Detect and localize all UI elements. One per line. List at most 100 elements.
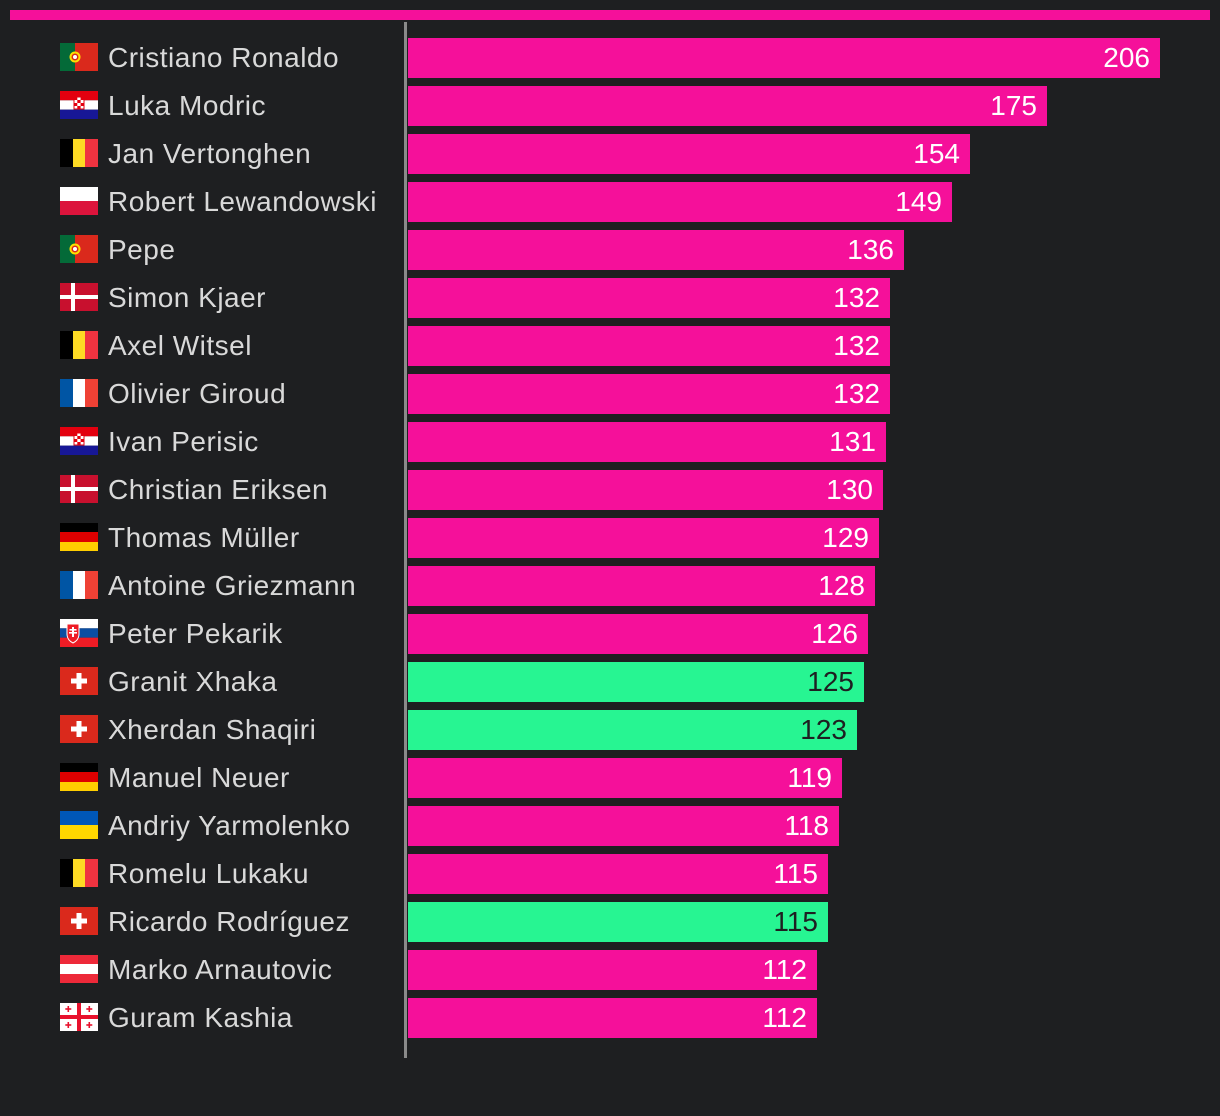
bar	[408, 134, 970, 174]
value-label: 115	[773, 906, 818, 937]
austria-flag-icon	[60, 955, 98, 983]
bar	[408, 662, 864, 702]
bar	[408, 422, 886, 462]
germany-flag-icon	[60, 763, 98, 791]
value-label: 112	[762, 1002, 807, 1033]
denmark-flag-icon	[60, 283, 98, 311]
category-label: Luka Modric	[108, 90, 267, 121]
value-label: 131	[829, 426, 876, 457]
croatia-flag-icon	[60, 427, 98, 455]
bar-row: Marko Arnautovic 112	[0, 950, 1220, 990]
bar	[408, 518, 879, 558]
category-label: Manuel Neuer	[108, 762, 290, 793]
bar-row: Guram Kashia 112	[0, 998, 1220, 1038]
value-label: 130	[826, 474, 873, 505]
france-flag-icon	[60, 571, 98, 599]
bar-row: Luka Modric 175	[0, 86, 1220, 126]
value-label: 132	[833, 378, 880, 409]
value-label: 132	[833, 330, 880, 361]
denmark-flag-icon	[60, 475, 98, 503]
category-label: Andriy Yarmolenko	[108, 810, 351, 841]
category-label: Jan Vertonghen	[108, 138, 312, 169]
bar-row: Thomas Müller 129	[0, 518, 1220, 558]
category-label: Antoine Griezmann	[108, 570, 357, 601]
value-label: 123	[800, 714, 847, 745]
bar	[408, 998, 817, 1038]
category-label: Thomas Müller	[108, 522, 300, 553]
bar-row: Simon Kjaer 132	[0, 278, 1220, 318]
belgium-flag-icon	[60, 331, 98, 359]
category-label: Romelu Lukaku	[108, 858, 310, 889]
switzerland-flag-icon	[60, 715, 98, 743]
bar-row: Xherdan Shaqiri 123	[0, 710, 1220, 750]
bar	[408, 710, 857, 750]
value-label: 126	[811, 618, 858, 649]
bar	[408, 614, 868, 654]
portugal-flag-icon	[60, 235, 98, 263]
bar-row: Christian Eriksen 130	[0, 470, 1220, 510]
belgium-flag-icon	[60, 139, 98, 167]
value-label: 136	[847, 234, 894, 265]
category-label: Marko Arnautovic	[108, 954, 333, 985]
bar-row: Manuel Neuer 119	[0, 758, 1220, 798]
germany-flag-icon	[60, 523, 98, 551]
georgia-flag-icon	[60, 1003, 98, 1031]
bar-row: Cristiano Ronaldo 206	[0, 38, 1220, 78]
bar	[408, 230, 904, 270]
category-label: Axel Witsel	[108, 330, 252, 361]
bar	[408, 182, 952, 222]
value-label: 119	[787, 762, 832, 793]
bar-row: Pepe 136	[0, 230, 1220, 270]
category-label: Olivier Giroud	[108, 378, 287, 409]
value-label: 128	[818, 570, 865, 601]
slovakia-flag-icon	[60, 619, 98, 647]
bar-row: Romelu Lukaku 115	[0, 854, 1220, 894]
category-label: Guram Kashia	[108, 1002, 293, 1033]
category-label: Peter Pekarik	[108, 618, 283, 649]
bar-row: Olivier Giroud 132	[0, 374, 1220, 414]
value-label: 118	[784, 810, 829, 841]
category-label: Robert Lewandowski	[108, 186, 377, 217]
category-label: Ivan Perisic	[108, 426, 259, 457]
bar-row: Ivan Perisic 131	[0, 422, 1220, 462]
bar-row: Granit Xhaka 125	[0, 662, 1220, 702]
bar	[408, 374, 890, 414]
category-label: Ricardo Rodríguez	[108, 906, 350, 937]
portugal-flag-icon	[60, 43, 98, 71]
category-label: Xherdan Shaqiri	[108, 714, 317, 745]
bar-row: Jan Vertonghen 154	[0, 134, 1220, 174]
category-label: Pepe	[108, 234, 176, 265]
bar-row: Axel Witsel 132	[0, 326, 1220, 366]
bar	[408, 470, 883, 510]
bar	[408, 758, 842, 798]
top-accent-bar	[10, 10, 1210, 20]
belgium-flag-icon	[60, 859, 98, 887]
france-flag-icon	[60, 379, 98, 407]
croatia-flag-icon	[60, 91, 98, 119]
value-label: 112	[762, 954, 807, 985]
switzerland-flag-icon	[60, 907, 98, 935]
bar-row: Peter Pekarik 126	[0, 614, 1220, 654]
bar-row: Robert Lewandowski 149	[0, 182, 1220, 222]
bar	[408, 86, 1047, 126]
poland-flag-icon	[60, 187, 98, 215]
bar	[408, 806, 839, 846]
bar	[408, 902, 828, 942]
switzerland-flag-icon	[60, 667, 98, 695]
category-label: Christian Eriksen	[108, 474, 329, 505]
bar-row: Andriy Yarmolenko 118	[0, 806, 1220, 846]
value-label: 149	[895, 186, 942, 217]
bar-row: Antoine Griezmann 128	[0, 566, 1220, 606]
value-label: 125	[807, 666, 854, 697]
value-label: 206	[1103, 42, 1150, 73]
value-label: 115	[773, 858, 818, 889]
bar	[408, 854, 828, 894]
bar	[408, 566, 875, 606]
value-label: 175	[990, 90, 1037, 121]
category-label: Cristiano Ronaldo	[108, 42, 340, 73]
value-label: 132	[833, 282, 880, 313]
bar	[408, 278, 890, 318]
category-label: Granit Xhaka	[108, 666, 278, 697]
bar	[408, 326, 890, 366]
